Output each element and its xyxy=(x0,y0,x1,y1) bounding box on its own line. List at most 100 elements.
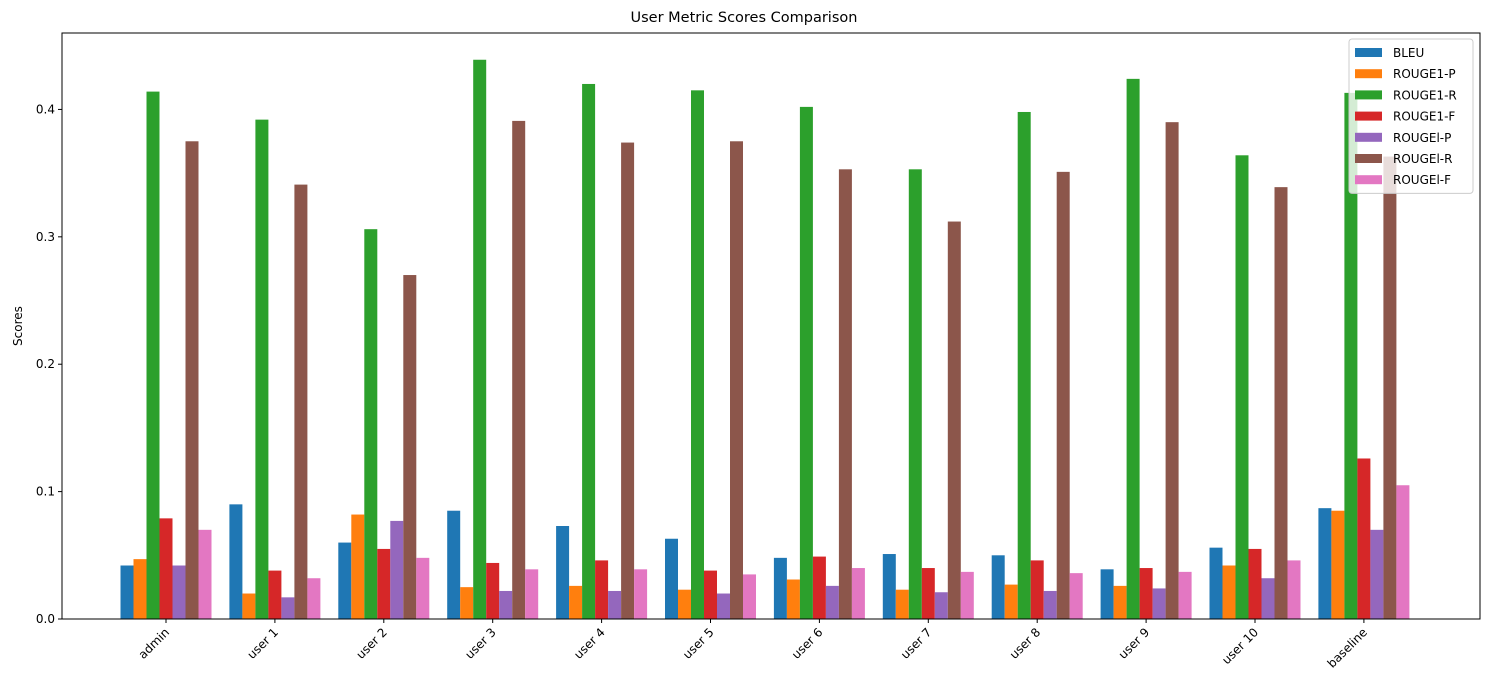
bar xyxy=(473,59,487,619)
bar xyxy=(908,169,922,619)
legend-item: ROUGE1-F xyxy=(1355,110,1455,124)
y-tick-label: 0.1 xyxy=(36,485,55,499)
bar xyxy=(812,556,826,619)
legend: BLEU ROUGE1-P ROUGE1-R ROUGE1-F ROUGEl-P ROUG… xyxy=(1348,38,1474,194)
legend-label: BLEU xyxy=(1393,46,1424,60)
y-tick-label: 0.3 xyxy=(36,230,55,244)
y-tick-label: 0.4 xyxy=(36,102,55,116)
plot-frame xyxy=(61,32,1481,620)
legend-label: ROUGEl-P xyxy=(1393,131,1451,145)
bar xyxy=(416,557,430,619)
legend-swatch xyxy=(1355,48,1382,57)
legend-swatch xyxy=(1355,90,1382,100)
bar xyxy=(1248,548,1262,619)
bar xyxy=(390,520,404,619)
bar xyxy=(1235,155,1249,620)
bar xyxy=(678,589,691,619)
bar xyxy=(447,510,461,619)
bar xyxy=(146,91,160,620)
x-tick-label: user 3 xyxy=(462,625,499,662)
bar xyxy=(1165,122,1179,620)
bar xyxy=(665,538,678,619)
bar xyxy=(307,578,321,619)
bar xyxy=(1222,565,1236,619)
x-tick-label: user 10 xyxy=(1219,625,1261,667)
bar xyxy=(377,548,391,619)
bar xyxy=(1370,529,1384,619)
bar xyxy=(338,542,352,619)
bar xyxy=(486,562,500,619)
bar xyxy=(799,106,813,619)
x-tick-label: user 4 xyxy=(571,625,608,662)
bar xyxy=(960,571,974,619)
x-tick-label: user 2 xyxy=(353,625,390,662)
x-tick-label: baseline xyxy=(1325,625,1370,670)
bar xyxy=(851,568,865,619)
bar xyxy=(1261,578,1275,619)
bar xyxy=(198,529,212,619)
bar xyxy=(991,555,1005,619)
bar xyxy=(120,565,134,619)
bar xyxy=(1209,547,1223,619)
x-tick-label: user 8 xyxy=(1007,625,1044,662)
bar xyxy=(838,169,852,619)
bar xyxy=(1178,571,1192,619)
bar xyxy=(294,184,308,619)
bar xyxy=(1344,92,1358,620)
bars-group xyxy=(120,59,1410,620)
legend-swatch xyxy=(1355,111,1382,121)
bar xyxy=(351,514,365,619)
bar xyxy=(634,569,648,619)
bar xyxy=(1331,510,1345,619)
legend-item: ROUGE1-R xyxy=(1355,88,1457,102)
bar xyxy=(1357,458,1371,619)
x-tick-label: user 9 xyxy=(1116,625,1153,662)
bar xyxy=(825,585,839,619)
x-tick-label: user 6 xyxy=(789,625,826,662)
bar xyxy=(556,526,570,619)
legend-swatch xyxy=(1355,69,1382,79)
x-tick-label: admin xyxy=(136,625,172,661)
legend-swatch xyxy=(1355,175,1382,185)
bar xyxy=(1056,171,1070,620)
legend-label: ROUGE1-F xyxy=(1393,110,1455,124)
bar xyxy=(1274,187,1288,619)
bar xyxy=(1287,560,1301,619)
bar xyxy=(1100,569,1114,619)
chart-title: User Metric Scores Comparison xyxy=(631,10,858,26)
legend-item: ROUGEl-P xyxy=(1355,131,1451,145)
series-rougel-f xyxy=(198,485,1410,619)
bar xyxy=(569,585,583,619)
bar xyxy=(621,142,635,619)
bar xyxy=(934,592,948,619)
legend-label: ROUGEl-R xyxy=(1393,152,1452,166)
bar xyxy=(1383,156,1397,619)
bar xyxy=(185,141,199,619)
legend-label: ROUGEl-F xyxy=(1393,173,1451,187)
bar xyxy=(595,560,609,619)
bar xyxy=(1139,568,1153,619)
bar xyxy=(1004,584,1018,619)
legend-label: ROUGE1-P xyxy=(1393,67,1456,81)
x-tick-label: user 5 xyxy=(680,625,717,662)
legend-item: ROUGEl-F xyxy=(1355,173,1451,187)
bar xyxy=(242,593,256,619)
bar xyxy=(499,590,513,619)
bar xyxy=(255,119,269,619)
bar xyxy=(1126,78,1140,620)
bar xyxy=(921,568,935,619)
legend-item: ROUGE1-P xyxy=(1355,67,1456,81)
bar xyxy=(1017,111,1031,619)
bar xyxy=(704,570,717,619)
bar xyxy=(947,221,961,620)
bar xyxy=(512,120,526,620)
bar xyxy=(786,579,800,619)
bar xyxy=(268,570,282,619)
bar xyxy=(1318,508,1332,619)
y-axis-label: Scores xyxy=(11,306,25,346)
bar xyxy=(1043,590,1057,619)
bar xyxy=(743,574,756,619)
bar xyxy=(1069,573,1083,619)
bar xyxy=(691,90,704,619)
series-rougel-r xyxy=(185,120,1397,620)
